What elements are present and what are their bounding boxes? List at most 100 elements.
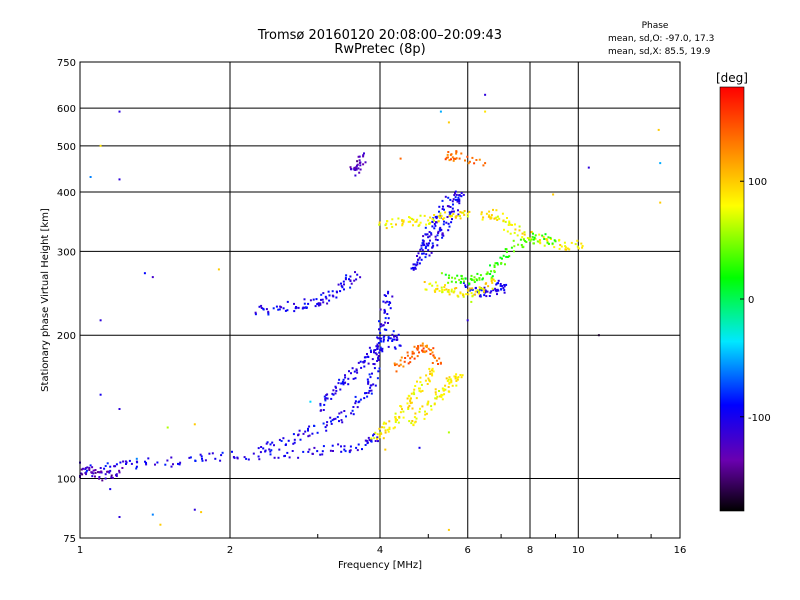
trace-point	[390, 223, 393, 225]
trace-point	[504, 220, 507, 223]
scatter-point	[552, 193, 555, 196]
trace-point	[455, 215, 458, 218]
trace-point	[373, 433, 376, 436]
trace-point	[321, 453, 324, 456]
trace-point	[450, 221, 453, 224]
trace-point	[136, 461, 139, 464]
trace-point	[409, 216, 412, 219]
trace-point	[286, 309, 289, 312]
trace-point	[269, 453, 272, 456]
trace-point	[378, 427, 381, 430]
trace-point	[481, 278, 484, 281]
trace-point	[478, 292, 480, 295]
phase-note-x: mean, sd,X: 85.5, 19.9	[608, 47, 711, 57]
trace-point	[434, 221, 437, 224]
trace-point	[440, 395, 443, 398]
trace-point	[243, 456, 246, 459]
grid-lines	[80, 62, 680, 538]
trace-point	[403, 360, 406, 363]
trace-point	[524, 240, 527, 243]
trace-point	[398, 415, 401, 418]
y-tick-label: 750	[57, 58, 76, 69]
trace-point	[130, 462, 133, 465]
trace-point	[500, 262, 503, 264]
trace-point	[364, 444, 367, 446]
trace-point	[297, 306, 300, 309]
trace-point	[447, 151, 450, 153]
trace-point	[488, 214, 491, 217]
trace-point	[442, 223, 445, 226]
trace-point	[402, 220, 405, 223]
trace-point	[320, 298, 322, 301]
trace-point	[367, 391, 370, 394]
trace-point	[394, 347, 397, 350]
trace-point	[367, 382, 370, 385]
trace-point	[92, 472, 95, 475]
trace-point	[492, 289, 495, 292]
trace-point	[508, 255, 511, 258]
trace-point	[288, 456, 291, 459]
trace-point	[387, 345, 390, 348]
trace-point	[510, 246, 513, 249]
trace-point	[214, 457, 217, 460]
trace-point	[345, 415, 347, 418]
trace-point	[221, 451, 224, 454]
trace-point	[454, 196, 457, 199]
trace-point	[431, 367, 434, 370]
scatter-point	[399, 157, 402, 160]
trace-point	[560, 245, 563, 248]
trace-point	[501, 285, 504, 288]
trace-point	[495, 290, 498, 293]
trace-point	[401, 219, 404, 222]
trace-point	[384, 317, 387, 320]
trace-point	[332, 450, 334, 452]
trace-point	[435, 397, 438, 400]
trace-point	[378, 320, 380, 323]
trace-point	[311, 432, 314, 435]
trace-point	[470, 288, 473, 291]
trace-point	[419, 407, 421, 410]
trace-point	[426, 402, 429, 405]
trace-point	[443, 208, 445, 211]
trace-point	[308, 425, 311, 428]
trace-point	[531, 235, 534, 238]
trace-point	[91, 466, 94, 469]
trace-point	[421, 389, 424, 392]
trace-point	[490, 280, 493, 282]
scatter-point	[200, 511, 203, 514]
trace-point	[347, 383, 350, 386]
trace-point	[484, 289, 487, 292]
trace-point	[431, 246, 434, 249]
trace-point	[343, 448, 346, 451]
trace-point	[291, 450, 294, 452]
trace-point	[378, 367, 381, 370]
trace-point	[448, 376, 451, 379]
trace-point	[564, 246, 567, 249]
trace-point	[340, 419, 343, 422]
trace-point	[553, 246, 556, 249]
trace-point	[297, 456, 300, 459]
trace-point	[468, 160, 471, 163]
trace-point	[493, 217, 496, 220]
trace-point	[420, 244, 423, 247]
trace-point	[418, 256, 421, 259]
trace-point	[492, 278, 495, 281]
trace-point	[412, 218, 415, 221]
trace-point	[391, 295, 394, 298]
trace-point	[439, 226, 442, 229]
trace-point	[356, 160, 359, 163]
trace-point	[355, 278, 358, 281]
trace-point	[425, 412, 428, 415]
trace-point	[101, 479, 104, 482]
trace-point	[269, 450, 272, 453]
trace-point	[482, 216, 485, 219]
trace-point	[385, 222, 388, 225]
trace-point	[394, 412, 397, 415]
trace-point	[386, 220, 389, 223]
trace-point	[414, 385, 417, 387]
trace-point	[433, 219, 435, 222]
trace-point	[91, 475, 94, 478]
trace-point	[337, 382, 340, 385]
trace-point	[485, 273, 488, 276]
scatter-point	[217, 268, 220, 271]
